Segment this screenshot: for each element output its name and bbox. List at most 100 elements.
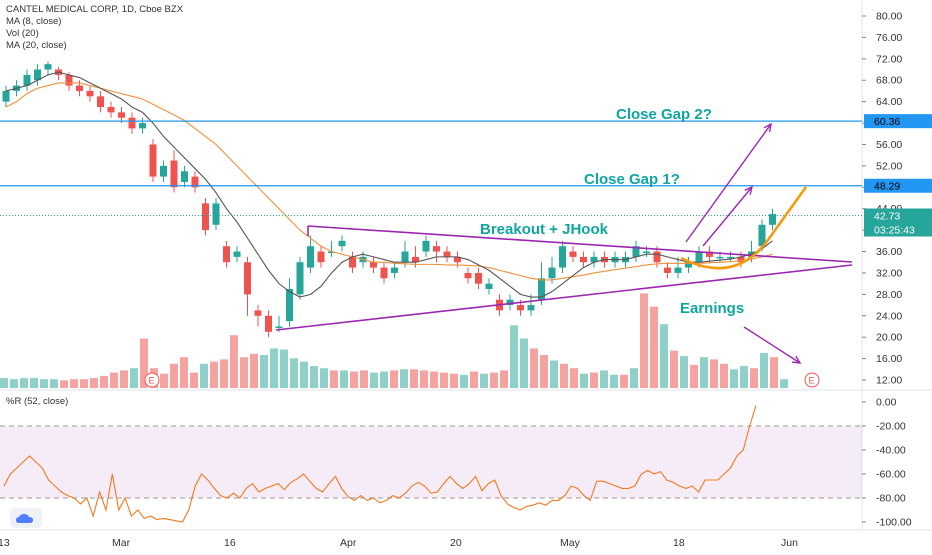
candle-body xyxy=(590,256,598,263)
candle-body xyxy=(338,240,346,247)
candle-body xyxy=(233,251,241,257)
candle-body xyxy=(296,262,304,295)
candle-body xyxy=(170,160,178,188)
candle-body xyxy=(317,251,325,263)
volume-bar xyxy=(360,370,368,388)
jhook-curve[interactable] xyxy=(680,186,808,270)
candle-body xyxy=(191,176,199,188)
gap1-projection-arrow-head xyxy=(744,185,754,195)
volume-bar xyxy=(110,372,118,388)
candle-body xyxy=(202,203,209,231)
chart-legend: CANTEL MEDICAL CORP, 1D, Cboe BZX MA (8,… xyxy=(6,4,183,52)
volume-bar xyxy=(710,359,718,388)
y-tick-label: 56.00 xyxy=(876,139,902,151)
volume-bar xyxy=(630,368,638,388)
candle-body xyxy=(391,267,398,273)
candle-body xyxy=(76,85,83,91)
volume-bar xyxy=(280,349,288,388)
y-tick-label: 32.00 xyxy=(876,267,902,279)
volume-bar xyxy=(20,378,28,388)
volume-bar xyxy=(620,374,628,388)
volume-bar xyxy=(520,338,528,388)
volume-bar xyxy=(460,374,468,388)
x-tick-label: 13 xyxy=(0,537,10,549)
y-tick-label: 16.00 xyxy=(876,353,902,365)
annotation-breakout: Breakout + JHook xyxy=(480,221,609,238)
tradingview-logo[interactable] xyxy=(10,508,42,528)
volume-bar xyxy=(730,369,738,388)
volume-bar xyxy=(50,379,58,388)
gap1-projection-arrow[interactable] xyxy=(702,186,753,247)
candle-body xyxy=(107,107,115,113)
y-tick-label: 64.00 xyxy=(876,96,902,108)
volume-bar xyxy=(390,370,398,388)
candle-body xyxy=(328,251,335,254)
volume-bar xyxy=(600,370,608,388)
candle-body xyxy=(370,262,377,268)
candle-body xyxy=(433,246,440,252)
annotation-close-gap-1: Close Gap 1? xyxy=(584,171,680,188)
earnings-marker-label: E xyxy=(149,376,155,386)
ma8-legend: MA (8, close) xyxy=(6,16,62,27)
r-tick-label: -100.00 xyxy=(876,517,912,529)
x-tick-label: 20 xyxy=(450,537,462,549)
candle-body xyxy=(674,267,682,273)
volume-bar xyxy=(160,373,168,388)
volume-bar xyxy=(250,353,258,388)
volume-bar xyxy=(310,366,318,388)
r-tick-label: -60.00 xyxy=(876,469,906,481)
y-tick-label: 76.00 xyxy=(876,32,902,44)
y-tick-label: 12.00 xyxy=(876,375,902,387)
candle-body xyxy=(664,267,671,273)
volume-bar xyxy=(510,325,518,388)
candle-body xyxy=(212,203,220,225)
volume-bar xyxy=(90,378,98,388)
candle-body xyxy=(454,256,461,263)
candle-body xyxy=(244,262,251,295)
y-tick-label: 24.00 xyxy=(876,310,902,322)
volume-bar xyxy=(260,355,268,388)
triangle-lower-line[interactable] xyxy=(275,264,853,331)
volume-bar xyxy=(480,373,488,388)
candle-body xyxy=(307,246,314,268)
candle-body xyxy=(716,256,724,259)
candle-body xyxy=(559,246,566,268)
candle-body xyxy=(485,283,493,289)
volume-bar xyxy=(210,361,218,388)
x-tick-label: Mar xyxy=(112,537,131,549)
candle-body xyxy=(443,251,451,257)
candle-body xyxy=(527,305,535,311)
candle-body xyxy=(139,123,146,129)
volume-bar xyxy=(420,370,428,388)
volume-bar xyxy=(400,369,408,388)
volume-bar xyxy=(60,380,68,388)
triangle-upper-line[interactable] xyxy=(307,225,853,263)
volume-bar xyxy=(450,373,458,388)
countdown-label: 03:25:43 xyxy=(874,225,915,237)
volume-bar xyxy=(540,355,548,388)
volume-bar xyxy=(750,368,758,388)
x-tick-label: 18 xyxy=(673,537,685,549)
candle-body xyxy=(727,256,734,259)
willr-band xyxy=(0,426,862,498)
symbol-title: CANTEL MEDICAL CORP, 1D, Cboe BZX xyxy=(6,4,184,15)
volume-bar xyxy=(690,364,698,388)
volume-bar xyxy=(760,352,768,388)
gap2-projection-arrow[interactable] xyxy=(685,123,772,243)
volume-bar xyxy=(770,357,778,388)
earnings-marker[interactable] xyxy=(144,372,160,388)
volume-bar xyxy=(640,293,648,388)
volume-bar xyxy=(740,366,748,388)
willr-line xyxy=(3,405,757,523)
volume-bar xyxy=(190,372,198,388)
volume-bar xyxy=(350,371,358,388)
volume-bar xyxy=(180,357,188,388)
candle-body xyxy=(275,326,283,328)
volume-bar xyxy=(100,375,108,388)
volume-bar xyxy=(120,370,128,388)
earnings-marker[interactable] xyxy=(804,372,820,388)
earnings-arrow[interactable] xyxy=(743,326,801,364)
candle-body xyxy=(23,74,31,86)
y-tick-label: 52.00 xyxy=(876,160,902,172)
